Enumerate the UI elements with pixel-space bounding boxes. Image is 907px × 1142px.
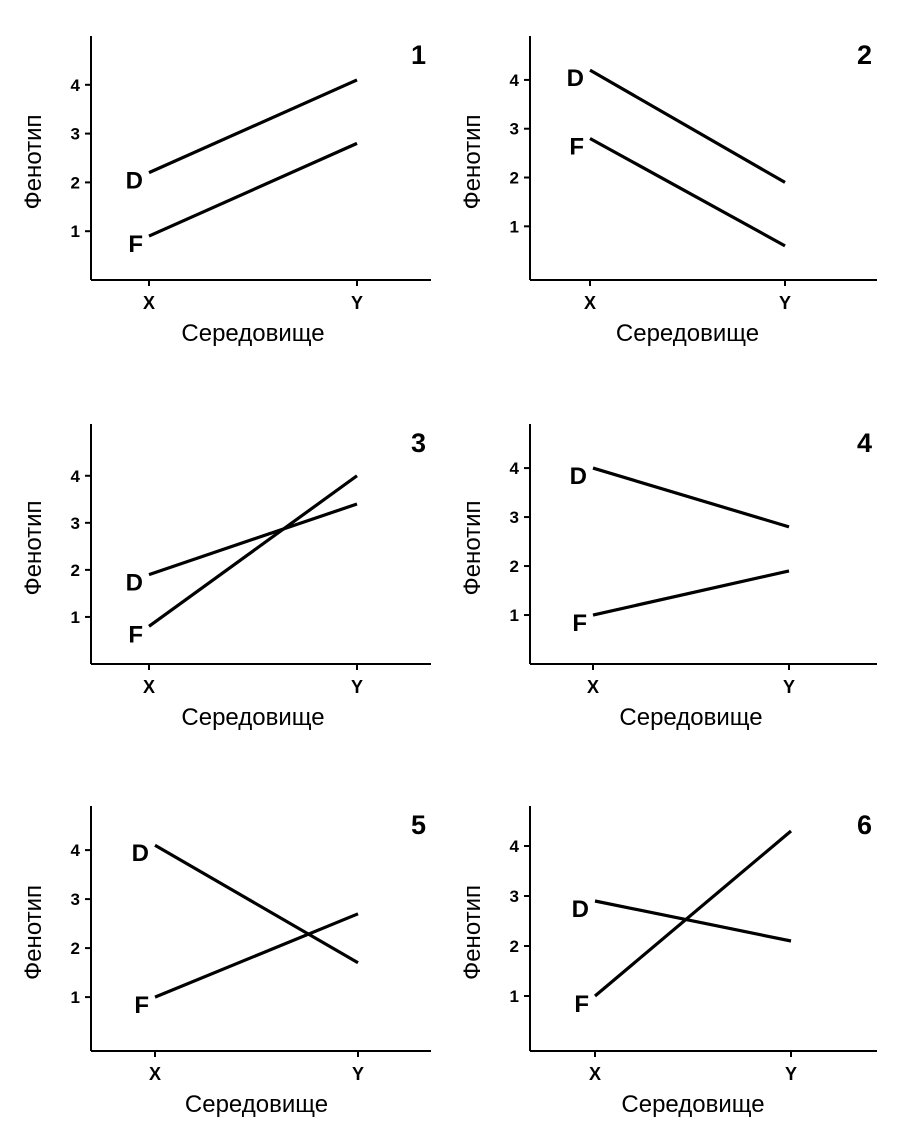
- y-tick-label: 3: [510, 120, 519, 139]
- y-tick-label: 1: [71, 222, 80, 241]
- chart-panel-5: 1 2 3 4 X Y D F 5 Середовище Фенотип: [20, 806, 431, 1118]
- chart-panel-3: 1 2 3 4 X Y DF 3 Середовище Фенотип: [20, 424, 431, 731]
- chart-panel-1: 1 2 3 4 X Y D F 1 Середовище Фенотип: [20, 36, 431, 347]
- series-line-d: [154, 843, 359, 965]
- series-line-d: [148, 78, 358, 175]
- series-line-f: [593, 829, 793, 998]
- y-tick-label: 1: [71, 608, 80, 627]
- x-tick-label: Y: [779, 293, 791, 313]
- series-label-f: F: [574, 991, 589, 1018]
- y-tick-label: 3: [510, 508, 519, 527]
- series-line-f: [589, 137, 786, 248]
- panel-number: 5: [411, 810, 426, 840]
- x-tick-label: X: [587, 677, 599, 697]
- x-axis-title: Середовище: [185, 1091, 328, 1118]
- y-tick-label: 2: [71, 561, 80, 580]
- panel-number: 4: [857, 428, 872, 458]
- series-line-d: [589, 68, 786, 184]
- series-line-f: [148, 141, 358, 238]
- y-tick-label: 4: [71, 841, 81, 860]
- x-tick-label: Y: [351, 293, 363, 313]
- x-axis-title: Середовище: [616, 320, 759, 347]
- x-tick-label: Y: [351, 677, 363, 697]
- series-label-f: F: [572, 610, 587, 637]
- y-tick-label: 1: [510, 987, 519, 1006]
- x-tick-label: Y: [785, 1064, 797, 1084]
- x-tick-label: Y: [783, 677, 795, 697]
- y-tick-label: 4: [71, 76, 81, 95]
- x-tick-label: X: [589, 1064, 601, 1084]
- y-tick-label: 4: [510, 71, 520, 90]
- y-tick-label: 4: [510, 837, 520, 856]
- panel-number: 1: [411, 40, 426, 70]
- panel-number: 6: [857, 810, 872, 840]
- series-label-d: D: [126, 168, 143, 195]
- y-tick-label: 1: [510, 217, 519, 236]
- series-label-d: D: [570, 463, 587, 490]
- y-axis-title: Фенотип: [20, 500, 47, 595]
- series-line-d: [592, 466, 790, 529]
- series-label-f: F: [128, 231, 143, 258]
- panel-number: 2: [857, 40, 872, 70]
- y-axis-title: Фенотип: [20, 114, 47, 209]
- x-axis-title: Середовище: [621, 1091, 764, 1118]
- x-axis-title: Середовище: [181, 704, 324, 731]
- x-axis-title: Середовище: [619, 704, 762, 731]
- x-axis-title: Середовище: [181, 320, 324, 347]
- y-tick-label: 2: [510, 937, 519, 956]
- series-label-f: F: [134, 992, 149, 1019]
- x-tick-label: X: [143, 677, 155, 697]
- series-label-f: F: [128, 621, 143, 648]
- y-tick-label: 1: [71, 988, 80, 1007]
- y-tick-label: 3: [71, 125, 80, 144]
- series-line-f: [592, 569, 790, 617]
- chart-panel-6: 1 2 3 4 X Y D F 6 Середовище Фенотип: [459, 806, 877, 1118]
- y-tick-label: 4: [71, 467, 81, 486]
- series-label-d: D: [132, 840, 149, 867]
- series-label-d: D: [126, 570, 143, 597]
- x-tick-label: X: [143, 293, 155, 313]
- panel-number: 3: [411, 428, 426, 458]
- y-axis-title: Фенотип: [20, 885, 47, 980]
- x-tick-label: X: [149, 1064, 161, 1084]
- x-tick-label: X: [584, 293, 596, 313]
- y-tick-label: 2: [71, 939, 80, 958]
- series-line-d: [148, 502, 358, 577]
- series-line-f: [154, 912, 359, 999]
- y-axis-title: Фенотип: [459, 114, 486, 209]
- series-line-f: [148, 474, 358, 628]
- series-label-d: D: [572, 896, 589, 923]
- series-label-d: D: [567, 65, 584, 92]
- y-tick-label: 4: [510, 459, 520, 478]
- y-tick-label: 2: [510, 557, 519, 576]
- y-tick-label: 3: [71, 890, 80, 909]
- y-tick-label: 2: [71, 173, 80, 192]
- y-axis-title: Фенотип: [459, 885, 486, 980]
- y-tick-label: 3: [510, 887, 519, 906]
- series-line-d: [594, 899, 792, 943]
- chart-panel-4: 1 2 3 4 X Y D F 4 Середовище Фенотип: [459, 424, 877, 731]
- chart-panel-2: 1 2 3 4 X Y D F 2 Середовище Фенотип: [459, 36, 877, 347]
- x-tick-label: Y: [352, 1064, 364, 1084]
- y-tick-label: 2: [510, 169, 519, 188]
- y-tick-label: 3: [71, 514, 80, 533]
- y-axis-title: Фенотип: [459, 500, 486, 595]
- y-tick-label: 1: [510, 606, 519, 625]
- series-label-f: F: [569, 133, 584, 160]
